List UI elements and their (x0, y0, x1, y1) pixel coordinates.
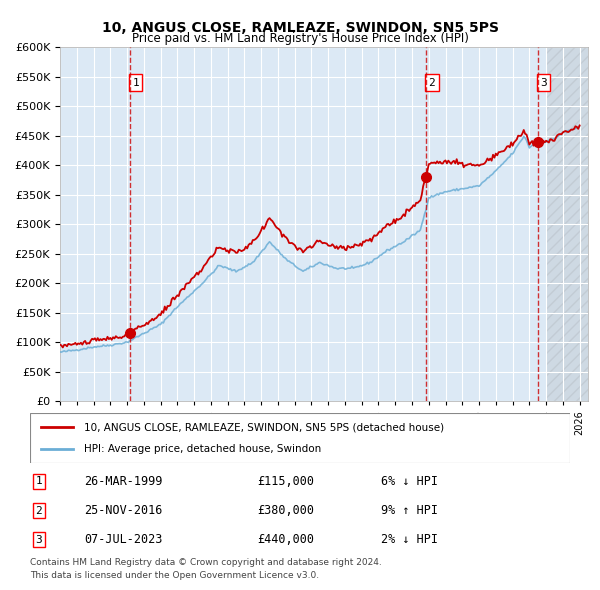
Text: 2: 2 (35, 506, 42, 516)
Bar (546, 47, 588, 401)
Text: 2% ↓ HPI: 2% ↓ HPI (381, 533, 438, 546)
Text: 10, ANGUS CLOSE, RAMLEAZE, SWINDON, SN5 5PS: 10, ANGUS CLOSE, RAMLEAZE, SWINDON, SN5 … (101, 21, 499, 35)
Text: 3: 3 (540, 78, 547, 87)
Text: Price paid vs. HM Land Registry's House Price Index (HPI): Price paid vs. HM Land Registry's House … (131, 32, 469, 45)
Text: 2: 2 (428, 78, 435, 87)
Text: 07-JUL-2023: 07-JUL-2023 (84, 533, 163, 546)
FancyBboxPatch shape (30, 413, 570, 463)
Bar (546, 47, 588, 401)
Text: 25-NOV-2016: 25-NOV-2016 (84, 504, 163, 517)
Text: 10, ANGUS CLOSE, RAMLEAZE, SWINDON, SN5 5PS (detached house): 10, ANGUS CLOSE, RAMLEAZE, SWINDON, SN5 … (84, 422, 444, 432)
Text: 6% ↓ HPI: 6% ↓ HPI (381, 475, 438, 488)
Text: £440,000: £440,000 (257, 533, 314, 546)
Text: 3: 3 (35, 535, 42, 545)
Text: This data is licensed under the Open Government Licence v3.0.: This data is licensed under the Open Gov… (30, 571, 319, 580)
Text: £380,000: £380,000 (257, 504, 314, 517)
Text: 1: 1 (35, 477, 42, 487)
Text: 1: 1 (133, 78, 139, 87)
Text: 9% ↑ HPI: 9% ↑ HPI (381, 504, 438, 517)
Text: Contains HM Land Registry data © Crown copyright and database right 2024.: Contains HM Land Registry data © Crown c… (30, 558, 382, 566)
Text: £115,000: £115,000 (257, 475, 314, 488)
Text: HPI: Average price, detached house, Swindon: HPI: Average price, detached house, Swin… (84, 444, 321, 454)
Text: 26-MAR-1999: 26-MAR-1999 (84, 475, 163, 488)
